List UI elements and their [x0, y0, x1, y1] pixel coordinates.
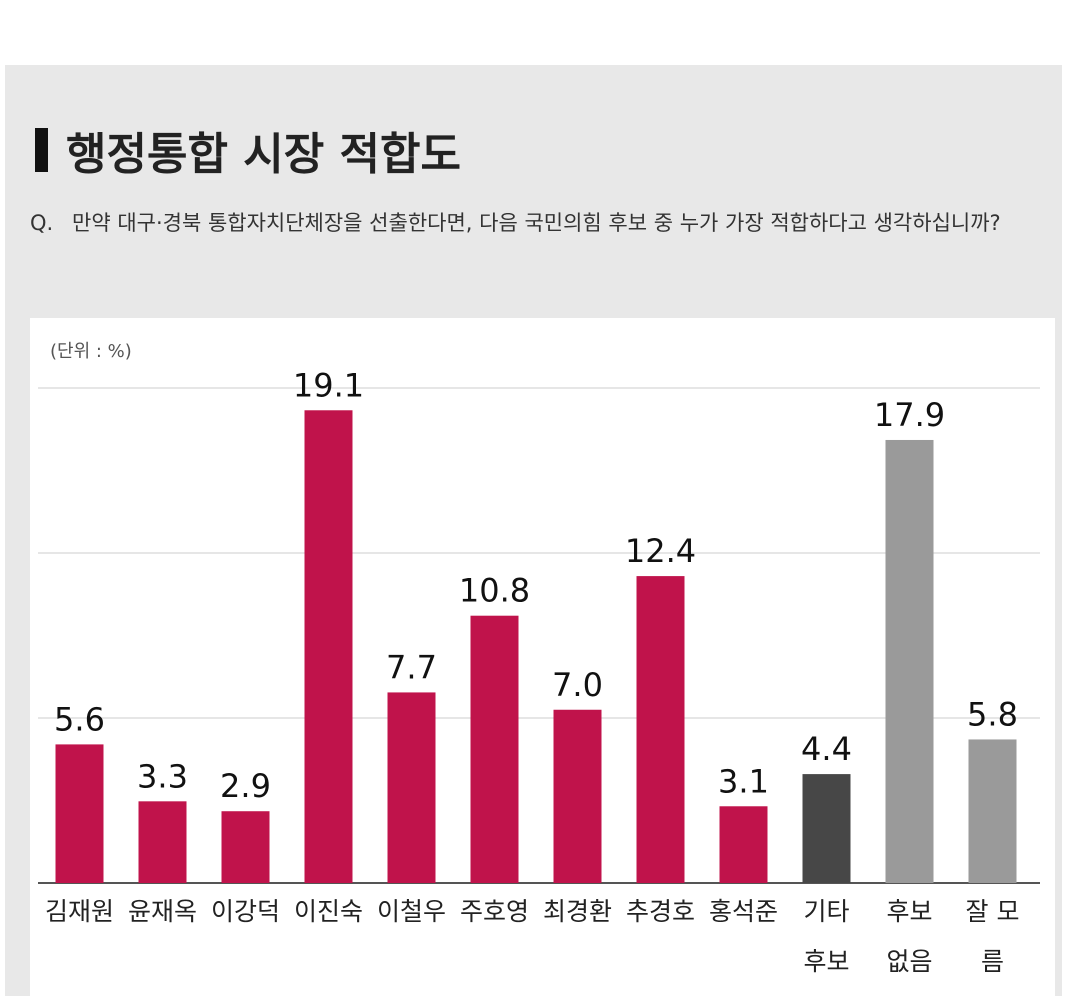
value-label: 7.0	[552, 666, 603, 704]
x-tick-label: 김재원	[44, 897, 114, 926]
question: Q. 만약 대구·경북 통합자치단체장을 선출한다면, 다음 국민의힘 후보 중 …	[30, 205, 1020, 241]
x-tick-label: 최경환	[542, 897, 612, 926]
value-label: 2.9	[220, 767, 271, 805]
x-tick-label: 기타 후보	[803, 897, 850, 976]
value-label: 17.9	[874, 396, 945, 434]
x-tick-label: 이진숙	[293, 897, 363, 926]
value-label: 7.7	[386, 648, 437, 686]
bar	[636, 576, 685, 883]
x-tick-label: 윤재옥	[127, 897, 197, 926]
bar	[719, 806, 768, 883]
x-tick-label: 잘 모름	[965, 897, 1020, 976]
bar	[553, 709, 602, 883]
bar	[304, 410, 353, 883]
unit-label: (단위 : %)	[50, 341, 132, 362]
value-label: 3.3	[137, 757, 188, 795]
x-tick-label: 홍석준	[708, 897, 778, 926]
bar	[55, 744, 104, 883]
value-label: 5.6	[54, 700, 105, 738]
question-marker: Q.	[30, 211, 54, 235]
x-tick-label: 추경호	[625, 897, 695, 926]
bar	[387, 692, 436, 883]
chart-title: 행정통합 시장 적합도	[66, 129, 461, 180]
question-text: 만약 대구·경북 통합자치단체장을 선출한다면, 다음 국민의힘 후보 중 누가…	[72, 211, 1001, 235]
bar	[802, 774, 851, 883]
title-row: 행정통합 시장 적합도	[35, 118, 461, 182]
bar	[968, 739, 1017, 883]
x-tick-label: 이철우	[376, 897, 446, 926]
value-label: 12.4	[625, 532, 696, 570]
x-tick-label: 이강덕	[210, 897, 280, 926]
bar	[138, 801, 187, 883]
bar	[885, 439, 934, 883]
value-label: 10.8	[459, 572, 530, 610]
x-tick-label: 주호영	[459, 897, 529, 926]
value-label: 19.1	[293, 366, 364, 404]
value-label: 5.8	[967, 695, 1018, 733]
bar	[470, 615, 519, 883]
title-marker	[35, 128, 48, 172]
bar	[221, 811, 270, 883]
x-tick-label: 후보 없음	[886, 897, 933, 976]
value-label: 3.1	[718, 762, 769, 800]
value-label: 4.4	[801, 730, 852, 768]
